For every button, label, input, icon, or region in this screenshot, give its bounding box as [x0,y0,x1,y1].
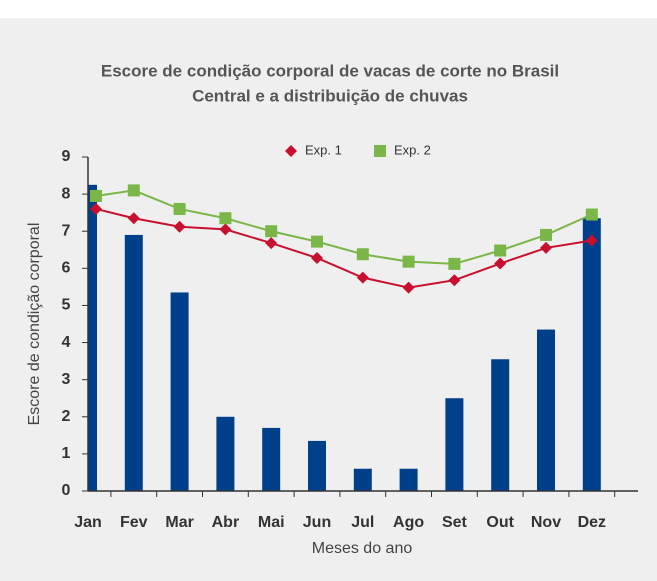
x-tick-label: Jul [351,514,374,531]
x-tick-label: Nov [531,514,561,531]
marker [540,241,552,254]
bar [491,359,510,491]
marker [311,251,323,264]
x-tick-label: Dez [578,514,606,531]
bar [582,218,601,491]
x-tick-label: Mar [165,514,193,531]
marker [402,281,415,294]
bar [124,234,143,491]
bar [537,329,555,491]
marker [494,257,507,270]
marker [90,189,102,202]
marker [127,184,140,197]
y-tick-label: 9 [62,148,71,165]
marker [448,274,461,287]
legend-label: Exp. 2 [394,142,431,157]
marker [585,208,598,221]
legend-marker [374,145,386,157]
x-tick-label: Jan [74,514,102,531]
x-tick-label: Out [486,514,514,531]
marker [219,212,232,225]
marker [540,228,552,241]
y-tick-label: 7 [62,222,71,239]
marker [448,257,461,270]
x-tick-label: Abr [212,514,240,531]
bar [262,427,281,491]
marker [265,225,278,238]
y-axis-label: Escore de condição corporal [26,223,43,426]
chart-title: Central e a distribuição de chuvas [192,86,468,105]
marker [173,202,186,215]
bar [88,184,97,492]
y-tick-label: 2 [62,408,71,425]
marker [356,248,369,261]
marker [219,223,232,236]
bar [353,468,372,491]
y-tick-label: 6 [62,260,71,277]
y-tick-label: 1 [62,445,71,462]
line [95,189,593,265]
y-tick-label: 5 [62,297,71,314]
y-tick-label: 4 [62,334,71,351]
marker [90,202,102,215]
x-tick-label: Set [442,514,468,531]
chart-title: Escore de condição corporal de vacas de … [101,61,559,80]
x-tick-label: Mai [258,514,285,531]
y-tick-label: 3 [62,371,71,388]
legend-label: Exp. 1 [305,142,342,157]
bar [308,440,326,491]
x-tick-label: Ago [393,514,424,531]
bar [170,292,189,491]
marker [311,235,323,248]
x-tick-label: Fev [120,514,148,531]
marker [402,255,415,268]
x-axis-label: Meses do ano [312,540,413,557]
bar [216,416,235,491]
y-tick-label: 8 [62,185,71,202]
marker [494,244,507,257]
bar [399,468,418,491]
marker [585,234,598,247]
marker [265,237,278,250]
y-tick-label: 0 [62,482,71,499]
bar [445,398,464,491]
marker [173,220,186,233]
marker [127,212,140,225]
line [95,207,592,289]
x-tick-label: Jun [303,514,331,531]
legend-marker [285,145,297,157]
marker [356,271,369,284]
